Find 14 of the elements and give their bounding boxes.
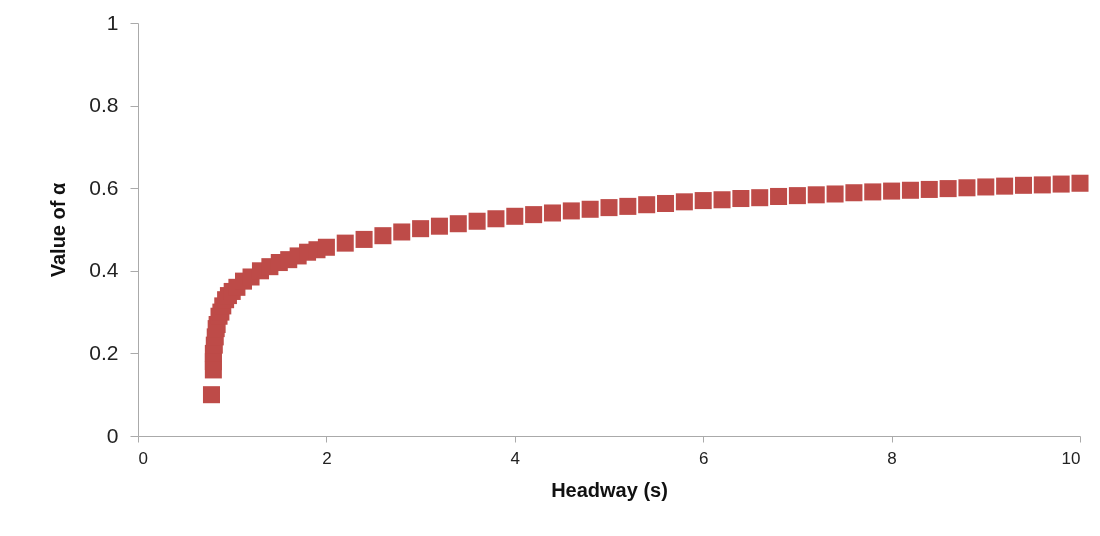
y-tick-label: 0.6 xyxy=(89,175,119,199)
y-tick-label: 1 xyxy=(106,10,119,34)
y-tick-label: 0.8 xyxy=(89,93,119,117)
y-tick-label: 0.4 xyxy=(89,258,119,282)
x-tick-label: 8 xyxy=(887,448,897,468)
x-tick-label: 4 xyxy=(510,448,521,468)
x-tick-label: 10 xyxy=(1061,448,1081,468)
y-axis-title: Value of α xyxy=(47,182,70,278)
x-tick-label: 2 xyxy=(322,448,332,468)
x-axis-title: Headway (s) xyxy=(551,478,668,501)
x-tick-label: 0 xyxy=(138,448,148,468)
y-tick-label: 0.2 xyxy=(89,340,119,364)
y-tick-label: 0 xyxy=(106,423,119,447)
x-tick-label: 6 xyxy=(698,448,709,468)
